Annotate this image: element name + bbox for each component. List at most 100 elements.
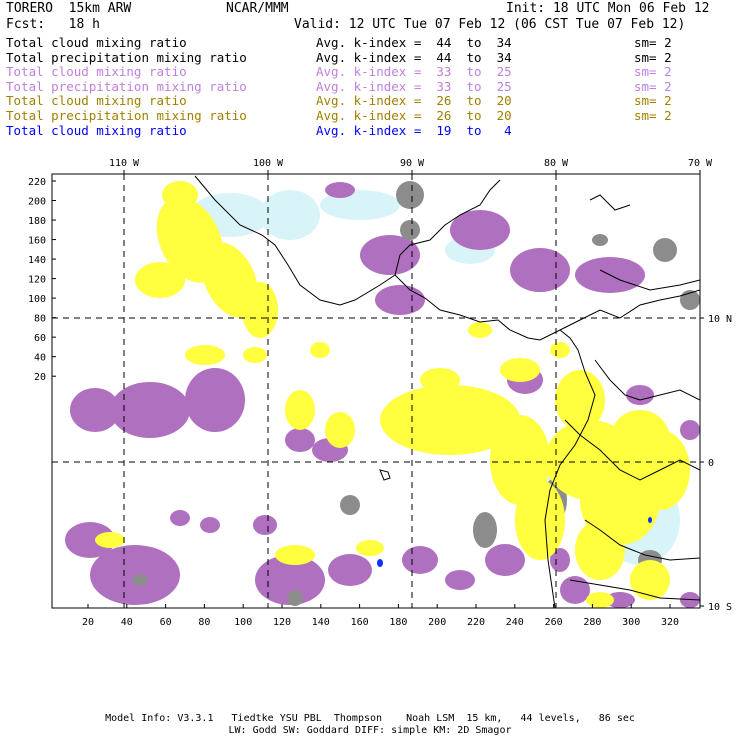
cloud-patch bbox=[170, 510, 190, 526]
coastline bbox=[544, 329, 596, 608]
cloud-patch bbox=[325, 182, 355, 198]
x-index-label: 140 bbox=[312, 617, 330, 628]
latitude-label: 0 bbox=[708, 458, 714, 469]
cloud-patch bbox=[65, 522, 115, 558]
coastline bbox=[379, 469, 391, 481]
cloud-patch bbox=[340, 495, 360, 515]
x-index-label: 120 bbox=[273, 617, 291, 628]
longitude-label: 90 W bbox=[400, 158, 425, 169]
legend-index: Avg. k-index = 33 to 25 bbox=[316, 78, 512, 94]
coastline bbox=[569, 579, 700, 601]
cloud-patch bbox=[468, 322, 492, 338]
coastline bbox=[394, 274, 561, 341]
physics-info-line: LW: Godd SW: Goddard DIFF: simple KM: 2D… bbox=[228, 725, 512, 736]
cloud-patch bbox=[400, 220, 420, 240]
cloud-patch bbox=[626, 385, 654, 405]
cloud-patch bbox=[185, 368, 245, 432]
y-index-label: 200 bbox=[28, 197, 46, 208]
coastline bbox=[194, 175, 396, 306]
legend-field: Total cloud mixing ratio bbox=[6, 35, 187, 50]
legend-field: Total precipitation mixing ratio bbox=[6, 78, 247, 94]
coastline bbox=[394, 179, 501, 276]
coastline bbox=[589, 194, 631, 211]
cloud-patch bbox=[605, 592, 635, 608]
cloud-patch bbox=[510, 248, 570, 292]
y-index-label: 20 bbox=[34, 372, 46, 383]
x-index-label: 20 bbox=[82, 617, 94, 628]
x-index-label: 200 bbox=[428, 617, 446, 628]
coastline bbox=[599, 269, 700, 291]
y-index-label: 80 bbox=[34, 314, 46, 325]
x-index-label: 220 bbox=[467, 617, 485, 628]
legend-field: Total precipitation mixing ratio bbox=[6, 49, 247, 65]
coastline bbox=[559, 289, 700, 331]
cloud-patch bbox=[575, 520, 625, 580]
legend-field: Total cloud mixing ratio bbox=[6, 93, 187, 109]
y-index-label: 160 bbox=[28, 236, 46, 247]
x-index-label: 160 bbox=[351, 617, 369, 628]
y-index-label: 40 bbox=[34, 353, 46, 364]
legend-field: Total cloud mixing ratio bbox=[6, 64, 187, 80]
x-index-label: 320 bbox=[661, 617, 679, 628]
latitude-label: 10 S bbox=[708, 602, 732, 613]
legend-index: Avg. k-index = 26 to 20 bbox=[316, 108, 512, 123]
y-index-label: 140 bbox=[28, 255, 46, 266]
forecast-hour: Fcst: 18 h bbox=[6, 17, 100, 32]
y-index-label: 120 bbox=[28, 275, 46, 286]
cloud-patch bbox=[555, 370, 605, 430]
model-info-line: Model Info: V3.3.1 Tiedtke YSU PBL Thomp… bbox=[105, 713, 635, 724]
cloud-patch bbox=[328, 554, 372, 586]
cloud-patch bbox=[560, 576, 590, 604]
cloud-patch bbox=[377, 559, 383, 567]
cloud-patch bbox=[550, 342, 570, 358]
coastline bbox=[564, 419, 700, 481]
longitude-label: 100 W bbox=[253, 158, 284, 169]
cloud-patch bbox=[285, 390, 315, 430]
cloud-patch bbox=[135, 262, 185, 298]
legend-sm: sm= 2 bbox=[634, 64, 672, 80]
y-index-label: 60 bbox=[34, 333, 46, 344]
latitude-label: 10 N bbox=[708, 314, 732, 325]
legend-index: Avg. k-index = 19 to 4 bbox=[316, 122, 512, 138]
x-index-label: 80 bbox=[198, 617, 210, 628]
cloud-patch bbox=[360, 235, 420, 275]
cloud-patch bbox=[90, 545, 180, 605]
cloud-patch bbox=[550, 548, 570, 572]
cloud-patch bbox=[420, 368, 460, 392]
legend-sm: sm= 2 bbox=[634, 93, 672, 109]
longitude-label: 110 W bbox=[109, 158, 140, 169]
x-index-label: 100 bbox=[234, 617, 252, 628]
legend-sm: sm= 2 bbox=[634, 35, 672, 50]
cloud-patch bbox=[445, 570, 475, 590]
legend-index: Avg. k-index = 26 to 20 bbox=[316, 93, 512, 109]
cloud-patch bbox=[402, 546, 438, 574]
cloud-patch bbox=[185, 345, 225, 365]
cloud-patch bbox=[450, 210, 510, 250]
cloud-patch bbox=[325, 412, 355, 448]
cloud-patch bbox=[610, 410, 670, 470]
cloud-patch bbox=[95, 532, 125, 548]
legend-field: Total precipitation mixing ratio bbox=[6, 108, 247, 123]
init-time: Init: 18 UTC Mon 06 Feb 12 bbox=[506, 1, 710, 16]
cloud-patch bbox=[260, 190, 320, 240]
cloud-patch bbox=[132, 574, 148, 586]
cloud-patch bbox=[162, 181, 198, 209]
cloud-patch bbox=[648, 517, 652, 523]
y-index-label: 100 bbox=[28, 294, 46, 305]
cloud-patch bbox=[287, 590, 303, 606]
coastline bbox=[584, 519, 700, 561]
cloud-patch bbox=[200, 517, 220, 533]
x-index-label: 60 bbox=[160, 617, 172, 628]
cloud-patch bbox=[110, 382, 190, 438]
coastline bbox=[594, 359, 700, 401]
cloud-patch bbox=[275, 545, 315, 565]
cloud-patch bbox=[485, 544, 525, 576]
cloud-patch bbox=[396, 181, 424, 209]
cloud-patch bbox=[285, 428, 315, 452]
legend-sm: sm= 2 bbox=[634, 78, 672, 94]
y-index-label: 220 bbox=[28, 177, 46, 188]
cloud-patch bbox=[243, 347, 267, 363]
cloud-patch bbox=[70, 388, 120, 432]
longitude-label: 70 W bbox=[688, 158, 713, 169]
